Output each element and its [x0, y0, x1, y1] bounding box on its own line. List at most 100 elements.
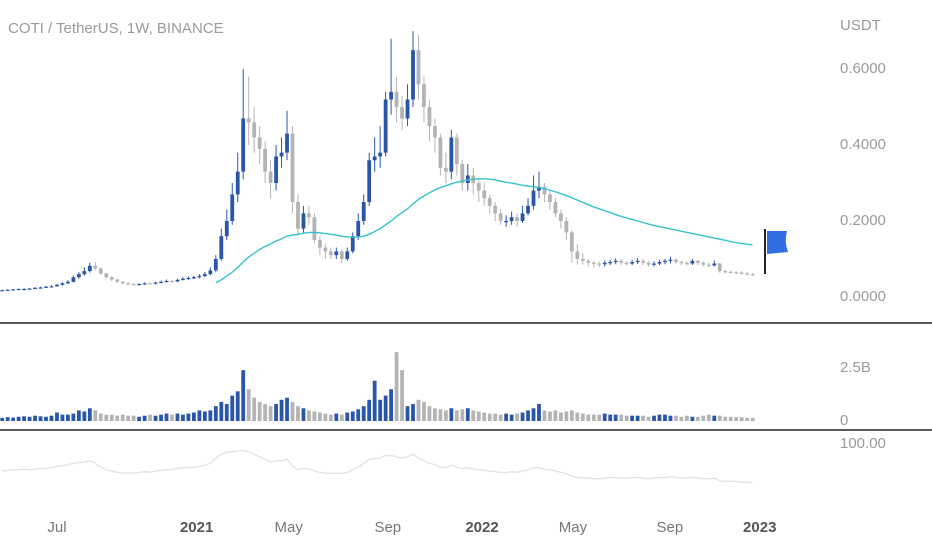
x-tick-label: 2023: [743, 519, 776, 536]
axis-unit: USDT: [840, 17, 881, 34]
volume-bar: [361, 406, 366, 421]
volume-bar: [170, 414, 174, 421]
volume-bar: [33, 415, 37, 421]
volume-bar: [312, 411, 317, 421]
candle-body: [646, 262, 651, 265]
candle-body: [739, 272, 744, 274]
volume-bar: [728, 416, 733, 421]
candle-body: [515, 217, 519, 221]
candle-body: [356, 220, 361, 237]
volume-bar: [504, 413, 509, 421]
candle-body: [586, 260, 591, 263]
candle-body: [668, 259, 673, 261]
volume-bar: [296, 406, 300, 421]
volume-bar: [690, 416, 695, 421]
candle-body: [372, 156, 377, 161]
candle-body: [411, 50, 415, 100]
volume-bar: [482, 412, 487, 421]
candle-body: [60, 283, 65, 285]
volume-bar: [131, 415, 136, 421]
candle-body: [296, 202, 300, 229]
y-tick-label: 0.0000: [840, 288, 886, 305]
candle-body: [339, 251, 344, 259]
volume-bar: [356, 409, 361, 421]
candle-body: [695, 260, 700, 263]
volume-bar: [219, 401, 224, 421]
volume-bar: [520, 412, 525, 421]
volume-bar: [580, 413, 585, 421]
volume-bar: [674, 415, 678, 421]
volume-bar: [684, 415, 689, 421]
candle-body: [246, 118, 251, 123]
candle-body: [575, 251, 580, 259]
volume-bar: [257, 401, 262, 421]
candle-body: [186, 277, 191, 280]
candle-body: [383, 99, 388, 153]
candle-body: [71, 277, 76, 282]
volume-bar: [652, 415, 656, 421]
candle-body: [367, 160, 372, 203]
candle-body: [745, 273, 750, 275]
candle-body: [109, 277, 114, 280]
candle-body: [591, 262, 596, 264]
volume-bar: [192, 412, 196, 421]
candle-body: [750, 274, 755, 276]
volume-bar: [71, 413, 76, 421]
moving-average: [215, 178, 753, 284]
candle-body: [487, 198, 492, 206]
volume-bar: [723, 416, 728, 421]
candle-body: [137, 284, 142, 286]
volume-bar: [695, 416, 700, 421]
volume-bar: [739, 417, 744, 421]
volume-bar: [400, 370, 404, 421]
volume-bar: [235, 391, 240, 421]
candle-body: [202, 274, 207, 277]
candle-body: [334, 251, 339, 256]
volume-bar: [624, 415, 629, 421]
volume-bar: [559, 412, 563, 421]
volume-bar: [717, 415, 722, 421]
volume-bar: [734, 417, 739, 421]
candle-body: [55, 284, 59, 287]
candle-body: [131, 284, 136, 286]
candle-body: [126, 283, 131, 285]
candle-body: [213, 258, 218, 271]
candle-body: [93, 265, 98, 269]
candle-body: [498, 213, 503, 221]
candle-body: [219, 236, 224, 259]
candle-body: [619, 260, 624, 263]
volume-bar: [569, 410, 574, 421]
candle-body: [657, 262, 662, 264]
candle-body: [323, 247, 328, 252]
volume-bar: [575, 412, 580, 421]
volume-bar: [668, 415, 673, 421]
candle-body: [115, 279, 120, 282]
volume-bar: [126, 415, 131, 421]
volume-bar: [613, 414, 618, 421]
volume-bar: [476, 411, 481, 421]
volume-bar: [372, 380, 377, 421]
y-tick-label: 100.00: [840, 435, 886, 452]
volume-bar: [548, 411, 552, 421]
volume-bar: [49, 415, 54, 421]
candle-body: [263, 148, 268, 172]
x-tick-label: Sep: [374, 519, 401, 536]
volume-bar: [553, 410, 558, 421]
volume-bar: [454, 410, 459, 421]
volume-bar: [181, 414, 185, 421]
candle-body: [350, 236, 355, 252]
candle-body: [624, 262, 629, 264]
volume-bar: [98, 413, 103, 421]
candle-body: [717, 263, 722, 272]
volume-bar: [38, 416, 43, 421]
candle-body: [597, 263, 602, 265]
candle-body: [0, 290, 5, 292]
candle-body: [192, 277, 196, 279]
volume-bar: [422, 401, 426, 421]
volume-bar: [597, 414, 602, 421]
volume-bar: [433, 408, 437, 421]
volume-bar: [274, 404, 278, 421]
volume-bar: [11, 417, 16, 421]
volume-bar: [750, 417, 755, 421]
candle-body: [438, 137, 443, 168]
